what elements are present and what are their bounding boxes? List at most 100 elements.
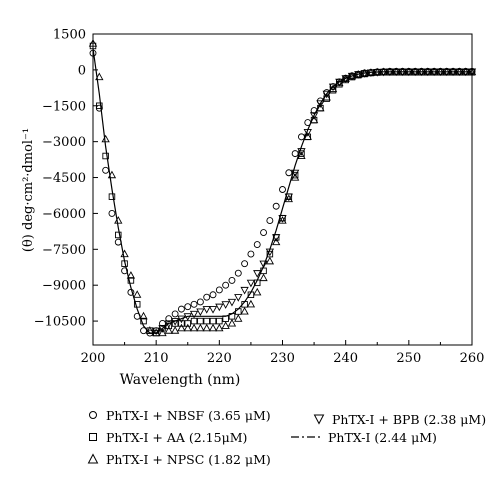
- data-point-triangle-down: [278, 215, 287, 223]
- data-point-circle: [228, 276, 236, 284]
- x-axis-ticks: 200 210 220 230 240 250 260: [81, 340, 485, 366]
- data-point-circle: [140, 327, 147, 335]
- data-point-triangle-up: [202, 323, 211, 332]
- y-tick-label: −3000: [42, 135, 86, 150]
- series-2: [88, 39, 477, 337]
- data-point-square: [127, 277, 135, 284]
- data-point-circle: [215, 286, 223, 294]
- y-tick-label: 0: [78, 63, 86, 78]
- data-point-square: [178, 320, 185, 327]
- data-point-circle: [209, 291, 217, 299]
- data-point-triangle-up: [227, 318, 237, 327]
- circle-marker-icon: [84, 409, 102, 421]
- legend-label-bpb: PhTX-I + BPB (2.38 μM): [332, 412, 487, 427]
- data-point-triangle-down: [189, 310, 199, 319]
- data-point-triangle-down: [253, 270, 262, 278]
- series-4: [92, 48, 472, 334]
- data-point-circle: [253, 241, 261, 248]
- y-tick-label: 1500: [53, 28, 86, 43]
- square-marker-icon: [84, 431, 102, 443]
- data-point-circle: [298, 133, 305, 141]
- data-point-circle: [102, 166, 110, 174]
- x-tick-label: 260: [460, 351, 485, 366]
- data-point-triangle-down: [335, 78, 344, 87]
- data-point-triangle-down: [272, 234, 281, 242]
- triangle-up-marker-icon: [84, 453, 102, 465]
- x-tick-label: 230: [270, 351, 295, 366]
- data-point-circle: [177, 305, 185, 313]
- y-tick-label: −7500: [42, 243, 86, 258]
- series-line: [92, 48, 472, 334]
- data-point-triangle-down: [309, 112, 319, 120]
- data-point-circle: [171, 310, 179, 318]
- data-point-square: [96, 102, 103, 110]
- data-point-triangle-up: [303, 132, 312, 140]
- triangle-down-marker-icon: [310, 413, 328, 425]
- data-point-circle: [196, 298, 204, 306]
- data-point-triangle-up: [272, 237, 281, 246]
- data-point-triangle-up: [95, 72, 104, 81]
- data-point-circle: [108, 209, 116, 217]
- data-point-triangle-up: [183, 323, 192, 332]
- y-tick-label: −4500: [42, 171, 86, 186]
- legend-item-aa: PhTX-I + AA (2.15μM): [84, 430, 247, 446]
- data-point-triangle-up: [164, 326, 173, 334]
- data-point-triangle-up: [133, 290, 142, 298]
- data-point-square: [140, 317, 147, 325]
- legend-label-npsc: PhTX-I + NPSC (1.82 μM): [106, 452, 271, 467]
- x-axis-label: Wavelength (nm): [120, 372, 241, 388]
- legend-item-nbsf: PhTX-I + NBSF (3.65 μM): [84, 408, 271, 424]
- data-point-circle: [234, 269, 242, 277]
- data-point-triangle-up: [88, 39, 98, 47]
- data-point-square: [108, 193, 116, 200]
- data-point-circle: [285, 169, 293, 177]
- x-tick-label: 220: [207, 351, 232, 366]
- legend-item-native: PhTX-I (2.44 μM): [290, 430, 437, 446]
- data-point-triangle-up: [259, 273, 268, 282]
- chart-svg: 200 210 220 230 240 250 260 1500 0 −1500 −3000 −45…: [21, 28, 485, 389]
- data-point-triangle-up: [196, 323, 205, 332]
- data-point-triangle-up: [234, 314, 243, 322]
- data-point-triangle-down: [234, 294, 243, 302]
- y-tick-label: −1500: [42, 99, 86, 114]
- data-point-square: [209, 317, 217, 325]
- x-tick-label: 200: [81, 351, 106, 366]
- y-tick-label: −10500: [34, 315, 86, 330]
- legend-item-bpb: PhTX-I + BPB (2.38 μM): [310, 412, 486, 428]
- plot-frame: [92, 33, 473, 346]
- data-point-triangle-down: [316, 100, 325, 108]
- data-point-triangle-down: [221, 301, 230, 309]
- data-point-triangle-up: [253, 287, 262, 296]
- legend-label-aa: PhTX-I + AA (2.15μM): [106, 430, 248, 445]
- data-point-triangle-up: [265, 256, 275, 265]
- data-point-circle: [272, 202, 280, 210]
- legend-label-nbsf: PhTX-I + NBSF (3.65 μM): [106, 408, 271, 423]
- data-point-triangle-down: [227, 298, 237, 307]
- plot-border: [92, 33, 473, 346]
- data-point-triangle-down: [208, 306, 218, 314]
- data-point-circle: [260, 229, 267, 237]
- series-3: [152, 68, 477, 336]
- y-axis-label: (θ) deg·cm²·dmol⁻¹: [21, 128, 36, 252]
- data-point-triangle-up: [284, 194, 293, 203]
- data-point-square: [190, 317, 198, 325]
- data-point-triangle-down: [202, 306, 211, 314]
- data-point-square: [216, 317, 223, 325]
- data-point-triangle-up: [170, 326, 180, 334]
- x-tick-label: 240: [333, 351, 358, 366]
- y-tick-label: −9000: [42, 279, 86, 294]
- data-point-triangle-up: [240, 306, 249, 315]
- legend-label-native: PhTX-I (2.44 μM): [328, 430, 437, 445]
- data-point-triangle-up: [215, 323, 224, 332]
- data-point-circle: [121, 267, 129, 275]
- data-point-triangle-down: [284, 193, 293, 202]
- data-point-circle: [159, 320, 166, 327]
- data-point-triangle-down: [196, 308, 205, 317]
- series-layer: [88, 39, 477, 337]
- data-point-triangle-up: [278, 216, 287, 224]
- y-axis-ticks: 1500 0 −1500 −3000 −4500 −6000 −7500 −9000 −1050…: [34, 28, 98, 330]
- data-point-triangle-up: [221, 321, 230, 329]
- data-point-circle: [190, 300, 198, 308]
- data-point-square: [115, 231, 122, 239]
